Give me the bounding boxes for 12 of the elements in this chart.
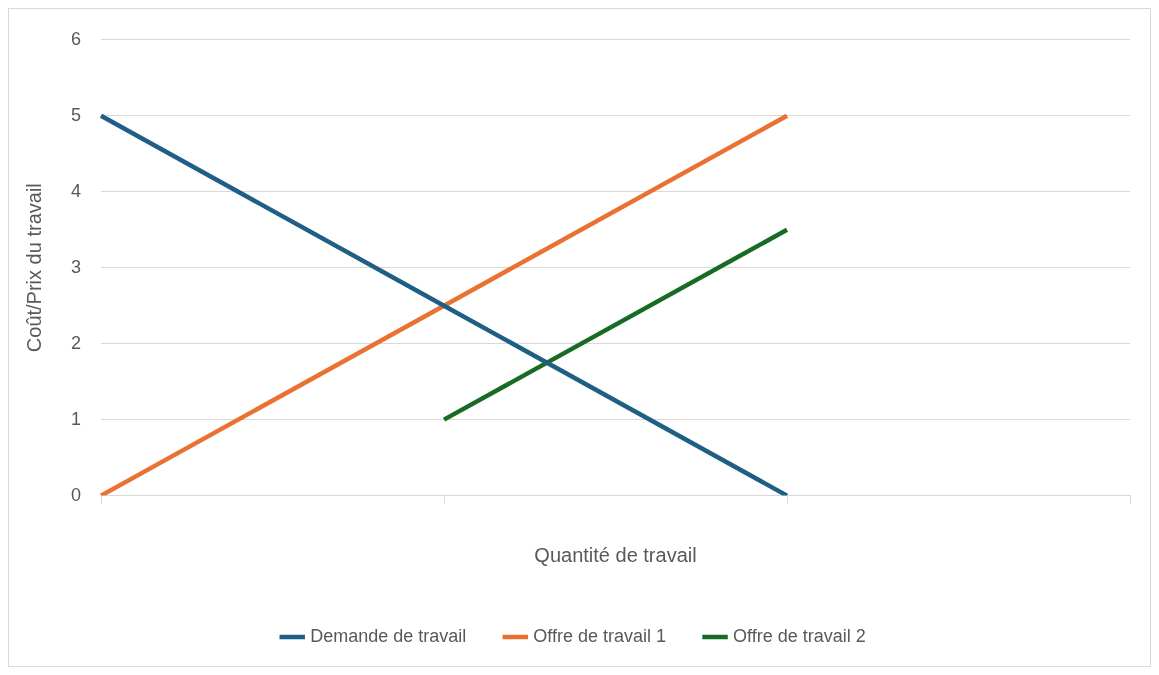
legend-label: Demande de travail	[310, 625, 467, 646]
y-tick-label: 4	[71, 180, 82, 201]
legend-label: Offre de travail 1	[533, 625, 667, 646]
y-tick-label: 6	[71, 28, 82, 49]
x-axis-title: Quantité de travail	[534, 543, 697, 566]
y-tick-label: 3	[71, 256, 82, 277]
y-axis-title: Coût/Prix du travail	[22, 183, 45, 353]
y-tick-label: 5	[71, 104, 82, 125]
legend-label: Offre de travail 2	[733, 625, 866, 646]
y-tick-label: 0	[71, 484, 82, 505]
y-tick-label: 1	[71, 408, 82, 429]
y-tick-label: 2	[71, 332, 82, 353]
